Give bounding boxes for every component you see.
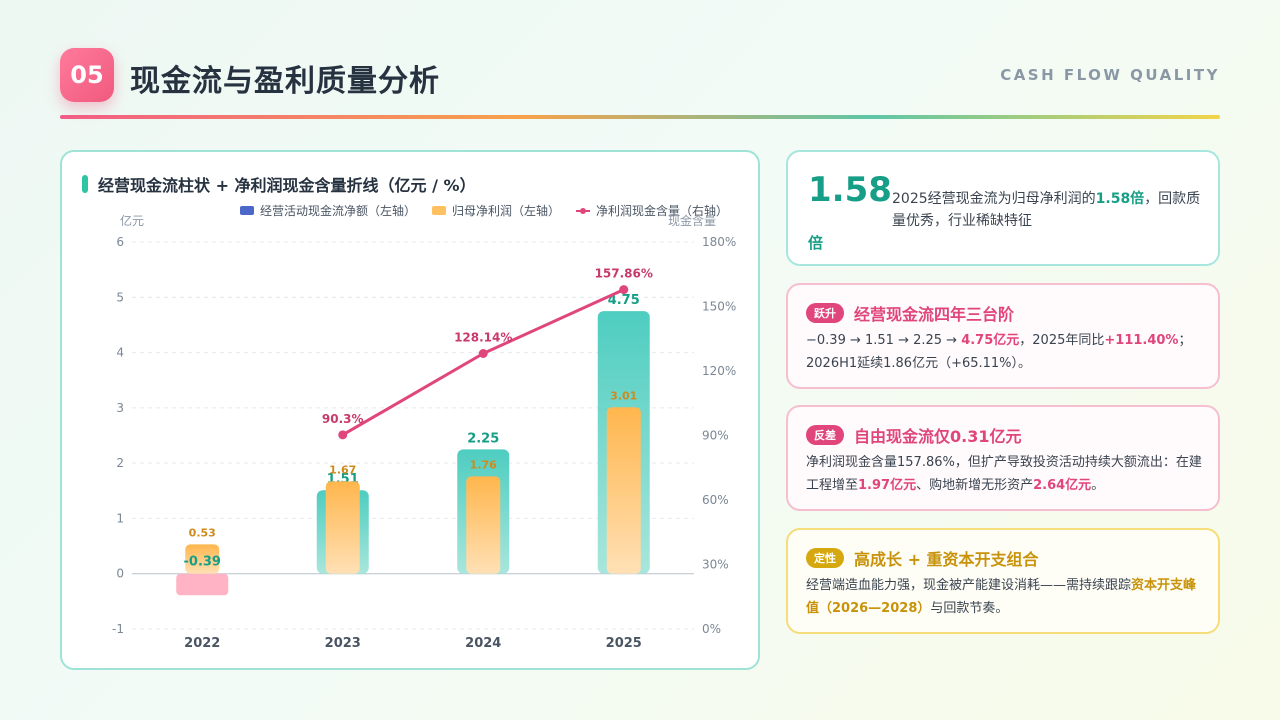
body-emphasis: 资本开支峰值（2026—2028） (806, 578, 1197, 616)
highlight-text-before: 2025经营现金流为归母净利润的 (892, 191, 1096, 207)
section-number-badge: 05 (60, 48, 114, 102)
x-tick-label: 2024 (465, 636, 501, 651)
legend-label-ratio: 净利润现金含量（右轴） (595, 204, 728, 218)
legend-item-cashflow: 经营活动现金流净额（左轴） (239, 202, 416, 219)
body-text: 。 (1091, 478, 1105, 493)
data-label-cashflow: -0.39 (184, 555, 221, 570)
y-right-tick-label: 150% (702, 300, 736, 314)
line-point (619, 285, 629, 295)
bar-profit (466, 476, 501, 574)
x-tick-label: 2025 (606, 636, 642, 651)
y-right-tick-label: 180% (702, 235, 736, 249)
body-text: ，2025年同比 (1019, 333, 1105, 348)
card-header: 跃升 经营现金流四年三台阶 (806, 301, 1014, 325)
legend-item-profit: 归母净利润（左轴） (431, 202, 560, 219)
data-label-cashflow: 4.75 (608, 293, 640, 308)
bar-cashflow-negative (176, 573, 229, 596)
y-right-tick-label: 60% (702, 493, 729, 507)
insight-card-verdict: 定性 高成长 + 重资本开支组合 经营端造血能力强，现金被产能建设消耗——需持续… (786, 528, 1220, 634)
y-left-tick-label: 6 (116, 235, 124, 249)
legend-swatch-cashflow (239, 206, 254, 215)
body-emphasis: 1.97亿元 (858, 478, 917, 493)
bar-profit (606, 407, 641, 574)
y-right-tick-label: 0% (702, 622, 721, 636)
card-header: 反差 自由现金流仅0.31亿元 (806, 423, 1021, 447)
y-right-tick-label: 30% (702, 558, 729, 572)
data-label-profit: 1.76 (470, 458, 497, 471)
legend-swatch-profit (431, 206, 446, 215)
y-left-tick-label: 3 (116, 401, 124, 415)
line-point (478, 348, 488, 358)
card-body: −0.39 → 1.51 → 2.25 → 4.75亿元，2025年同比+111… (806, 329, 1206, 375)
chart-title-text: 经营现金流柱状 + 净利润现金含量折线（亿元 / %） (98, 176, 476, 195)
legend-swatch-ratio (575, 206, 590, 216)
y-left-axis-label: 亿元 (120, 213, 144, 228)
tag-badge: 跃升 (806, 303, 844, 323)
chart-title: 经营现金流柱状 + 净利润现金含量折线（亿元 / %） (82, 172, 476, 196)
data-label-profit: 0.53 (189, 526, 216, 539)
insight-card-contrast: 反差 自由现金流仅0.31亿元 净利润现金含量157.86%，但扩产导致投资活动… (786, 405, 1220, 511)
highlight-text-emphasis: 1.58倍 (1095, 191, 1145, 207)
header-gradient-rule (60, 115, 1220, 119)
body-text: 经营端造血能力强，现金被产能建设消耗——需持续跟踪 (806, 578, 1132, 593)
highlight-unit: 倍 (808, 234, 824, 252)
y-left-tick-label: 5 (116, 290, 124, 304)
body-emphasis: 4.75亿元 (961, 333, 1020, 348)
y-right-tick-label: 90% (702, 429, 729, 443)
body-emphasis: 2.64亿元 (1033, 478, 1092, 493)
title-accent-bar (82, 175, 88, 193)
card-body: 净利润现金含量157.86%，但扩产导致投资活动持续大额流出：在建工程增至1.9… (806, 451, 1206, 497)
line-cash-content (341, 288, 625, 437)
body-text: 、购地新增无形资产 (916, 478, 1034, 493)
x-tick-label: 2022 (184, 636, 220, 651)
page-title: 现金流与盈利质量分析 (130, 64, 440, 99)
y-right-tick-label: 120% (702, 364, 736, 378)
card-title: 高成长 + 重资本开支组合 (854, 550, 1039, 569)
card-body: 经营端造血能力强，现金被产能建设消耗——需持续跟踪资本开支峰值（2026—202… (806, 574, 1206, 620)
y-left-tick-label: -1 (112, 622, 124, 636)
data-label-cashflow: 2.25 (467, 431, 499, 446)
card-title: 自由现金流仅0.31亿元 (854, 427, 1022, 446)
chart-legend: 经营活动现金流净额（左轴） 归母净利润（左轴） 净利润现金含量（右轴） (239, 202, 728, 219)
body-text: 与回款节奏。 (930, 601, 1009, 616)
data-label-ratio: 157.86% (595, 267, 653, 281)
legend-label-cashflow: 经营活动现金流净额（左轴） (259, 204, 416, 218)
data-label-ratio: 90.3% (322, 412, 364, 426)
y-left-tick-label: 2 (116, 456, 124, 470)
highlight-card: 1.58 倍 2025经营现金流为归母净利润的1.58倍，回款质量优秀，行业稀缺… (786, 150, 1220, 266)
body-text: −0.39 → 1.51 → 2.25 → (806, 333, 962, 348)
page-subtitle: CASH FLOW QUALITY (1000, 66, 1220, 84)
body-text: ；2026H1延续1.86亿元（+65.11%）。 (806, 333, 1192, 371)
y-left-tick-label: 1 (116, 511, 124, 525)
chart-panel: 经营现金流柱状 + 净利润现金含量折线（亿元 / %） 经营活动现金流净额（左轴… (60, 150, 760, 670)
tag-badge: 反差 (806, 425, 844, 445)
y-right-axis-label: 现金含量 (668, 213, 716, 228)
y-left-tick-label: 0 (116, 567, 124, 581)
body-emphasis: +111.40% (1104, 333, 1179, 348)
insight-card-leap: 跃升 经营现金流四年三台阶 −0.39 → 1.51 → 2.25 → 4.75… (786, 283, 1220, 389)
highlight-description: 2025经营现金流为归母净利润的1.58倍，回款质量优秀，行业稀缺特征 (892, 188, 1202, 232)
y-left-tick-label: 4 (116, 346, 124, 360)
bar-profit (325, 481, 360, 574)
legend-item-ratio: 净利润现金含量（右轴） (575, 202, 728, 219)
highlight-text-after: ，回款质量优秀，行业稀缺特征 (892, 191, 1201, 229)
line-point (338, 430, 348, 440)
bar-profit (185, 544, 220, 574)
tag-badge: 定性 (806, 548, 844, 568)
body-text: 净利润现金含量157.86%，但扩产导致投资活动持续大额流出：在建工程增至 (806, 455, 1202, 493)
data-label-ratio: 128.14% (454, 330, 512, 344)
card-header: 定性 高成长 + 重资本开支组合 (806, 546, 1039, 570)
card-title: 经营现金流四年三台阶 (854, 305, 1015, 324)
x-tick-label: 2023 (325, 636, 361, 651)
legend-label-profit: 归母净利润（左轴） (451, 204, 560, 218)
data-label-profit: 1.67 (329, 463, 356, 476)
highlight-value: 1.58 (808, 170, 892, 210)
data-label-profit: 3.01 (610, 389, 637, 402)
